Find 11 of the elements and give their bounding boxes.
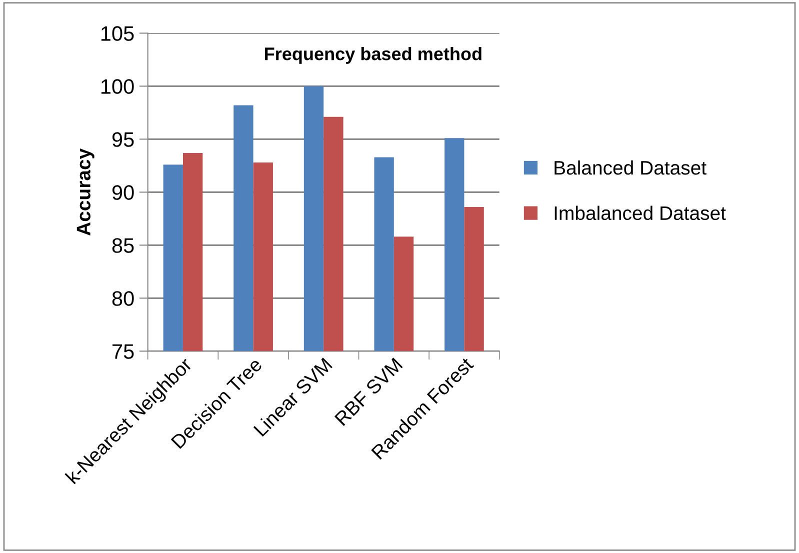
y-tick-label: 75 <box>112 344 134 359</box>
y-tick-label: 80 <box>112 291 134 306</box>
legend-label: Imbalanced Dataset <box>554 206 726 220</box>
text: Frequency based method <box>265 47 482 64</box>
y-tick-label: 105 <box>101 26 134 41</box>
y-tick-label: 90 <box>112 185 134 200</box>
y-tick-label: 85 <box>112 238 134 253</box>
y-tick-label: 95 <box>112 132 134 147</box>
legend-label: Balanced Dataset <box>554 160 706 175</box>
y-tick-label: 100 <box>101 79 134 94</box>
y-axis-title: Accuracy <box>76 148 94 236</box>
